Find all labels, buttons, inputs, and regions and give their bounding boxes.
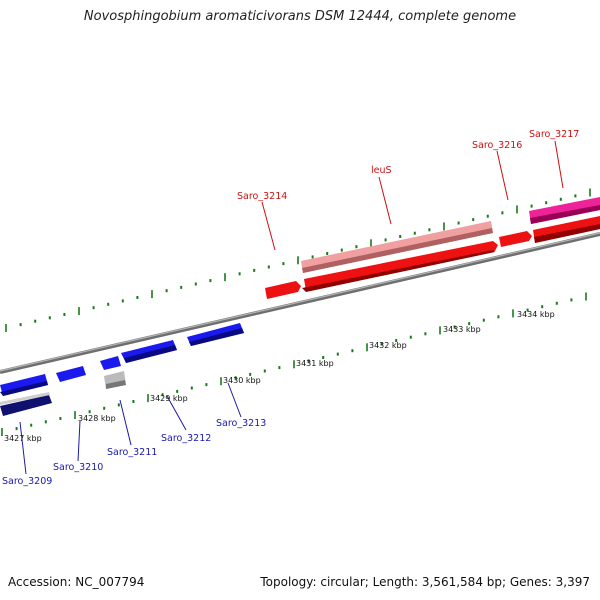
label-leus[interactable]: leuS xyxy=(371,165,392,176)
gene-saro-3210[interactable] xyxy=(56,366,86,382)
inner-tick-track xyxy=(1,292,587,436)
scale-label-3427: 3427 kbp xyxy=(4,434,42,443)
gene-saro-3211[interactable] xyxy=(100,356,121,370)
gene-saro-3212-shadow xyxy=(124,345,177,363)
backbone-highlight xyxy=(0,232,600,372)
genome-summary-text: Topology: circular; Length: 3,561,584 bp… xyxy=(260,575,590,589)
label-saro-3214[interactable]: Saro_3214 xyxy=(237,191,287,202)
gene-saro-3217-shadow xyxy=(534,224,600,243)
feature-grey-shadow xyxy=(106,380,126,389)
reverse-leader-lines xyxy=(19,382,242,475)
label-saro-3212[interactable]: Saro_3212 xyxy=(161,433,211,444)
label-saro-3211[interactable]: Saro_3211 xyxy=(107,447,157,458)
feature-navy[interactable] xyxy=(0,395,52,416)
label-saro-3210[interactable]: Saro_3210 xyxy=(53,462,103,473)
scale-label-3432: 3432 kbp xyxy=(369,341,407,350)
feature-grey-band xyxy=(0,392,50,405)
scale-label-3433: 3433 kbp xyxy=(443,325,481,334)
genome-backbone xyxy=(0,232,600,374)
outer-tick-track xyxy=(5,188,591,332)
gene-saro-3209-shadow xyxy=(0,381,48,396)
gene-saro-3216[interactable] xyxy=(499,231,532,247)
accession-text: Accession: NC_007794 xyxy=(8,575,145,589)
scale-label-3429: 3429 kbp xyxy=(150,394,188,403)
forward-leader-lines xyxy=(261,140,564,251)
scale-label-3431: 3431 kbp xyxy=(296,359,334,368)
gene-leus-shadow xyxy=(302,250,495,292)
feature-saro-3217-shadow xyxy=(530,205,600,224)
scale-label-3434: 3434 kbp xyxy=(517,310,555,319)
label-saro-3213[interactable]: Saro_3213 xyxy=(216,418,266,429)
scale-label-3428: 3428 kbp xyxy=(78,414,116,423)
gene-saro-3213-shadow xyxy=(189,328,244,346)
misc-feature-shadow xyxy=(302,228,493,273)
map-title: Novosphingobium aromaticivorans DSM 1244… xyxy=(83,9,517,24)
label-saro-3209[interactable]: Saro_3209 xyxy=(2,476,52,487)
gene-saro-3214[interactable] xyxy=(265,281,301,299)
scale-label-3430: 3430 kbp xyxy=(223,376,261,385)
label-saro-3217[interactable]: Saro_3217 xyxy=(529,129,579,140)
label-saro-3216[interactable]: Saro_3216 xyxy=(472,140,522,151)
